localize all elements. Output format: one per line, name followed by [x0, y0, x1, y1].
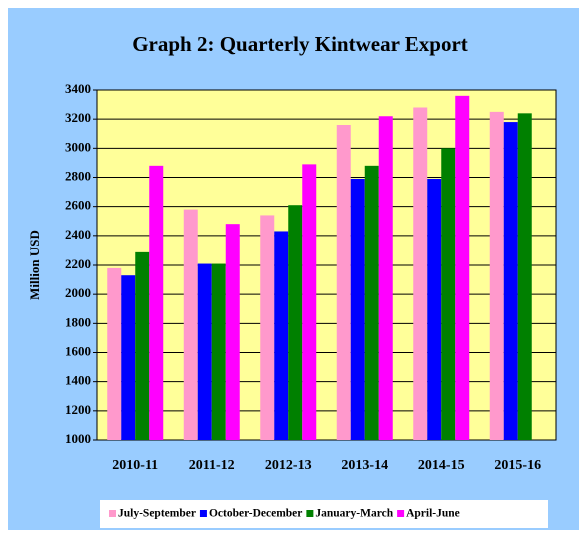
y-tick-label: 3400 — [65, 81, 91, 96]
legend-swatch — [306, 510, 314, 517]
bar — [378, 116, 393, 440]
bar — [197, 263, 212, 440]
y-tick-label: 1000 — [65, 431, 91, 446]
y-tick-label: 3200 — [65, 110, 91, 125]
bar — [364, 165, 379, 441]
y-tick-label: 1800 — [65, 314, 91, 329]
legend — [100, 500, 548, 528]
y-tick-label: 2400 — [65, 227, 91, 242]
x-tick-label: 2011-12 — [189, 458, 235, 473]
y-tick-label: 2600 — [65, 198, 91, 213]
y-tick-label: 2200 — [65, 256, 91, 271]
y-axis-label: Million USD — [27, 230, 42, 300]
bar — [441, 148, 456, 441]
y-tick-label: 1200 — [65, 402, 91, 417]
y-tick-label: 2000 — [65, 285, 91, 300]
legend-label: January-March — [315, 508, 393, 520]
legend-swatch — [109, 510, 116, 517]
legend-label: October-December — [209, 508, 302, 520]
bar — [350, 178, 365, 441]
x-tick-label: 2012-13 — [265, 458, 312, 473]
bar — [225, 224, 240, 440]
bar — [274, 231, 289, 440]
legend-swatch — [397, 510, 405, 517]
y-tick-label: 1400 — [65, 373, 91, 388]
bar — [183, 209, 198, 440]
y-tick-label: 2800 — [65, 168, 91, 183]
bar — [455, 95, 470, 440]
bar — [336, 125, 351, 440]
legend-swatch — [199, 510, 207, 517]
bar — [489, 111, 504, 440]
legend-label: July-September — [118, 508, 196, 520]
x-tick-label: 2015-16 — [494, 458, 541, 473]
y-tick-label: 1600 — [65, 343, 91, 358]
bar — [107, 267, 122, 440]
bar — [211, 263, 226, 440]
bar — [503, 122, 518, 440]
bar — [302, 164, 317, 440]
bar — [149, 165, 164, 441]
bar — [260, 215, 275, 440]
bar — [288, 205, 303, 440]
legend-label: April-June — [406, 508, 460, 520]
bar — [121, 275, 136, 440]
bar — [517, 113, 532, 440]
bar — [413, 107, 428, 440]
x-tick-label: 2014-15 — [418, 458, 465, 473]
y-tick-label: 3000 — [65, 139, 91, 154]
bar — [135, 251, 150, 440]
chart-title: Graph 2: Quarterly Kintwear Export — [132, 32, 468, 56]
x-tick-label: 2013-14 — [341, 458, 388, 473]
bar — [427, 178, 442, 441]
x-tick-label: 2010-11 — [112, 458, 158, 473]
